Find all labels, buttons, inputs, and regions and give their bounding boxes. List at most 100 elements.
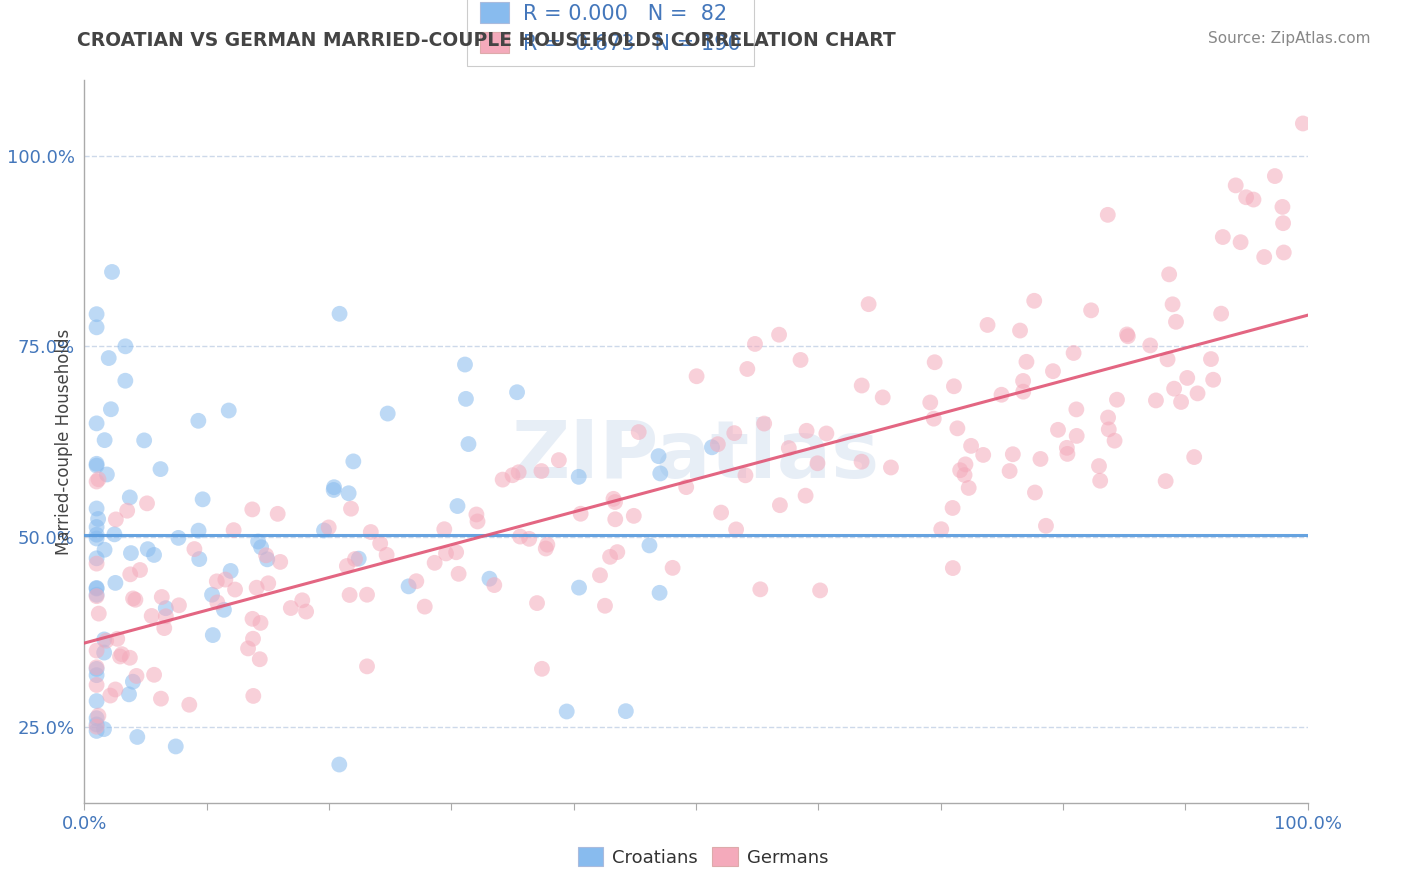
Point bbox=[1056, 447, 1078, 461]
Point bbox=[122, 591, 145, 606]
Point bbox=[614, 704, 637, 718]
Point bbox=[851, 378, 873, 392]
Point bbox=[328, 757, 350, 772]
Point bbox=[647, 449, 669, 463]
Point bbox=[530, 662, 553, 676]
Point bbox=[256, 552, 278, 566]
Point bbox=[201, 588, 224, 602]
Point bbox=[446, 499, 468, 513]
Point bbox=[593, 599, 616, 613]
Point bbox=[1271, 200, 1294, 214]
Point bbox=[191, 492, 214, 507]
Point bbox=[150, 590, 173, 604]
Point bbox=[242, 632, 264, 646]
Point bbox=[120, 567, 142, 582]
Point bbox=[120, 546, 142, 560]
Point bbox=[769, 498, 792, 512]
Point bbox=[165, 739, 187, 754]
Point bbox=[1182, 450, 1205, 464]
Point bbox=[86, 527, 108, 541]
Point bbox=[949, 463, 972, 477]
Point bbox=[86, 717, 108, 731]
Point bbox=[1264, 169, 1286, 183]
Point bbox=[295, 605, 318, 619]
Point bbox=[599, 549, 621, 564]
Point bbox=[589, 568, 612, 582]
Text: CROATIAN VS GERMAN MARRIED-COUPLE HOUSEHOLDS CORRELATION CHART: CROATIAN VS GERMAN MARRIED-COUPLE HOUSEH… bbox=[77, 31, 896, 50]
Point bbox=[323, 480, 346, 494]
Point bbox=[1001, 447, 1024, 461]
Point bbox=[1066, 402, 1088, 417]
Point bbox=[246, 581, 269, 595]
Point bbox=[484, 578, 506, 592]
Point bbox=[269, 555, 291, 569]
Point bbox=[1225, 178, 1247, 193]
Point bbox=[96, 467, 118, 482]
Point bbox=[547, 453, 569, 467]
Point bbox=[342, 454, 364, 468]
Point bbox=[1066, 429, 1088, 443]
Point bbox=[1139, 338, 1161, 352]
Point bbox=[207, 595, 229, 609]
Point bbox=[86, 457, 108, 471]
Point bbox=[661, 561, 683, 575]
Point bbox=[224, 582, 246, 597]
Point bbox=[725, 523, 748, 537]
Point bbox=[339, 588, 361, 602]
Point bbox=[920, 395, 942, 409]
Point bbox=[858, 297, 880, 311]
Point bbox=[127, 730, 149, 744]
Point bbox=[136, 542, 159, 557]
Point bbox=[872, 391, 894, 405]
Point bbox=[100, 402, 122, 417]
Point bbox=[87, 472, 110, 486]
Point bbox=[280, 601, 302, 615]
Point bbox=[568, 470, 591, 484]
Point bbox=[86, 307, 108, 321]
Point bbox=[957, 481, 980, 495]
Point bbox=[205, 574, 228, 589]
Point bbox=[242, 612, 264, 626]
Point bbox=[103, 527, 125, 541]
Point bbox=[249, 615, 271, 630]
Point bbox=[328, 307, 350, 321]
Point bbox=[605, 512, 627, 526]
Point bbox=[1024, 293, 1046, 308]
Point bbox=[183, 542, 205, 557]
Point bbox=[700, 440, 723, 454]
Point bbox=[98, 689, 121, 703]
Point bbox=[1170, 395, 1192, 409]
Point bbox=[1080, 303, 1102, 318]
Point bbox=[86, 588, 108, 602]
Point bbox=[222, 523, 245, 537]
Point bbox=[413, 599, 436, 614]
Point bbox=[141, 609, 163, 624]
Point bbox=[1212, 230, 1234, 244]
Point bbox=[257, 576, 280, 591]
Point bbox=[1105, 392, 1128, 407]
Point bbox=[1042, 364, 1064, 378]
Point bbox=[675, 480, 697, 494]
Point bbox=[972, 448, 994, 462]
Point bbox=[86, 720, 108, 734]
Point bbox=[188, 552, 211, 566]
Point bbox=[1024, 485, 1046, 500]
Point bbox=[536, 538, 558, 552]
Point bbox=[1056, 441, 1078, 455]
Point bbox=[478, 572, 501, 586]
Point bbox=[167, 599, 190, 613]
Point bbox=[1116, 329, 1139, 343]
Point bbox=[86, 660, 108, 674]
Point bbox=[1035, 518, 1057, 533]
Point bbox=[768, 327, 790, 342]
Point bbox=[568, 581, 591, 595]
Point bbox=[86, 557, 108, 571]
Point bbox=[1046, 423, 1069, 437]
Point bbox=[322, 483, 344, 497]
Point bbox=[86, 475, 108, 489]
Point bbox=[710, 506, 733, 520]
Point bbox=[247, 534, 270, 549]
Point bbox=[606, 545, 628, 559]
Point bbox=[347, 551, 370, 566]
Point bbox=[444, 545, 467, 559]
